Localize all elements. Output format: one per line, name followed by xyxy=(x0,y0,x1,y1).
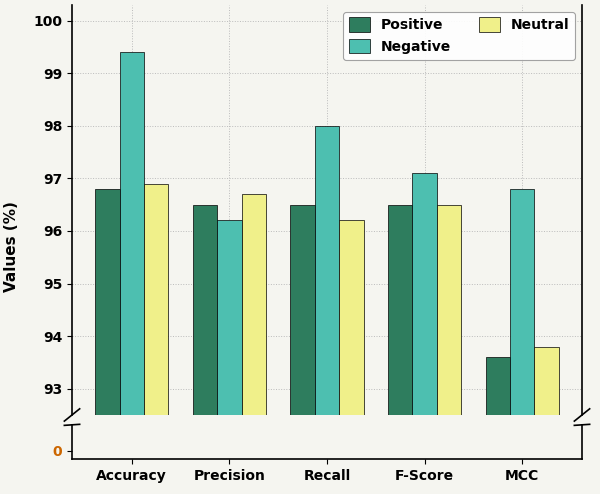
Bar xyxy=(485,357,510,494)
Bar xyxy=(193,205,217,494)
Legend: Positive, Negative, Neutral: Positive, Negative, Neutral xyxy=(343,12,575,60)
Bar xyxy=(290,205,315,494)
Bar xyxy=(388,205,412,494)
Bar xyxy=(242,194,266,494)
Bar xyxy=(217,220,242,494)
Text: Values (%): Values (%) xyxy=(4,202,20,292)
Bar xyxy=(535,347,559,494)
Bar xyxy=(437,205,461,494)
Bar xyxy=(510,189,535,494)
Bar xyxy=(412,173,437,494)
Bar xyxy=(119,52,144,494)
Bar xyxy=(315,126,339,494)
Bar xyxy=(95,189,119,494)
Bar xyxy=(339,220,364,494)
Bar xyxy=(144,184,169,494)
